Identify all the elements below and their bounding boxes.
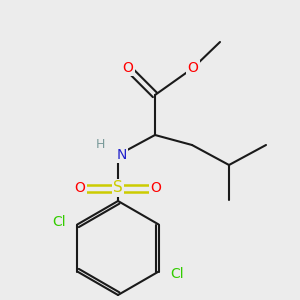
Text: O: O — [123, 61, 134, 75]
Text: N: N — [117, 148, 127, 162]
Text: S: S — [113, 181, 123, 196]
Text: O: O — [151, 181, 161, 195]
Text: O: O — [75, 181, 86, 195]
Text: Cl: Cl — [170, 266, 184, 280]
Text: Cl: Cl — [52, 215, 66, 230]
Text: O: O — [188, 61, 198, 75]
Text: H: H — [95, 139, 105, 152]
